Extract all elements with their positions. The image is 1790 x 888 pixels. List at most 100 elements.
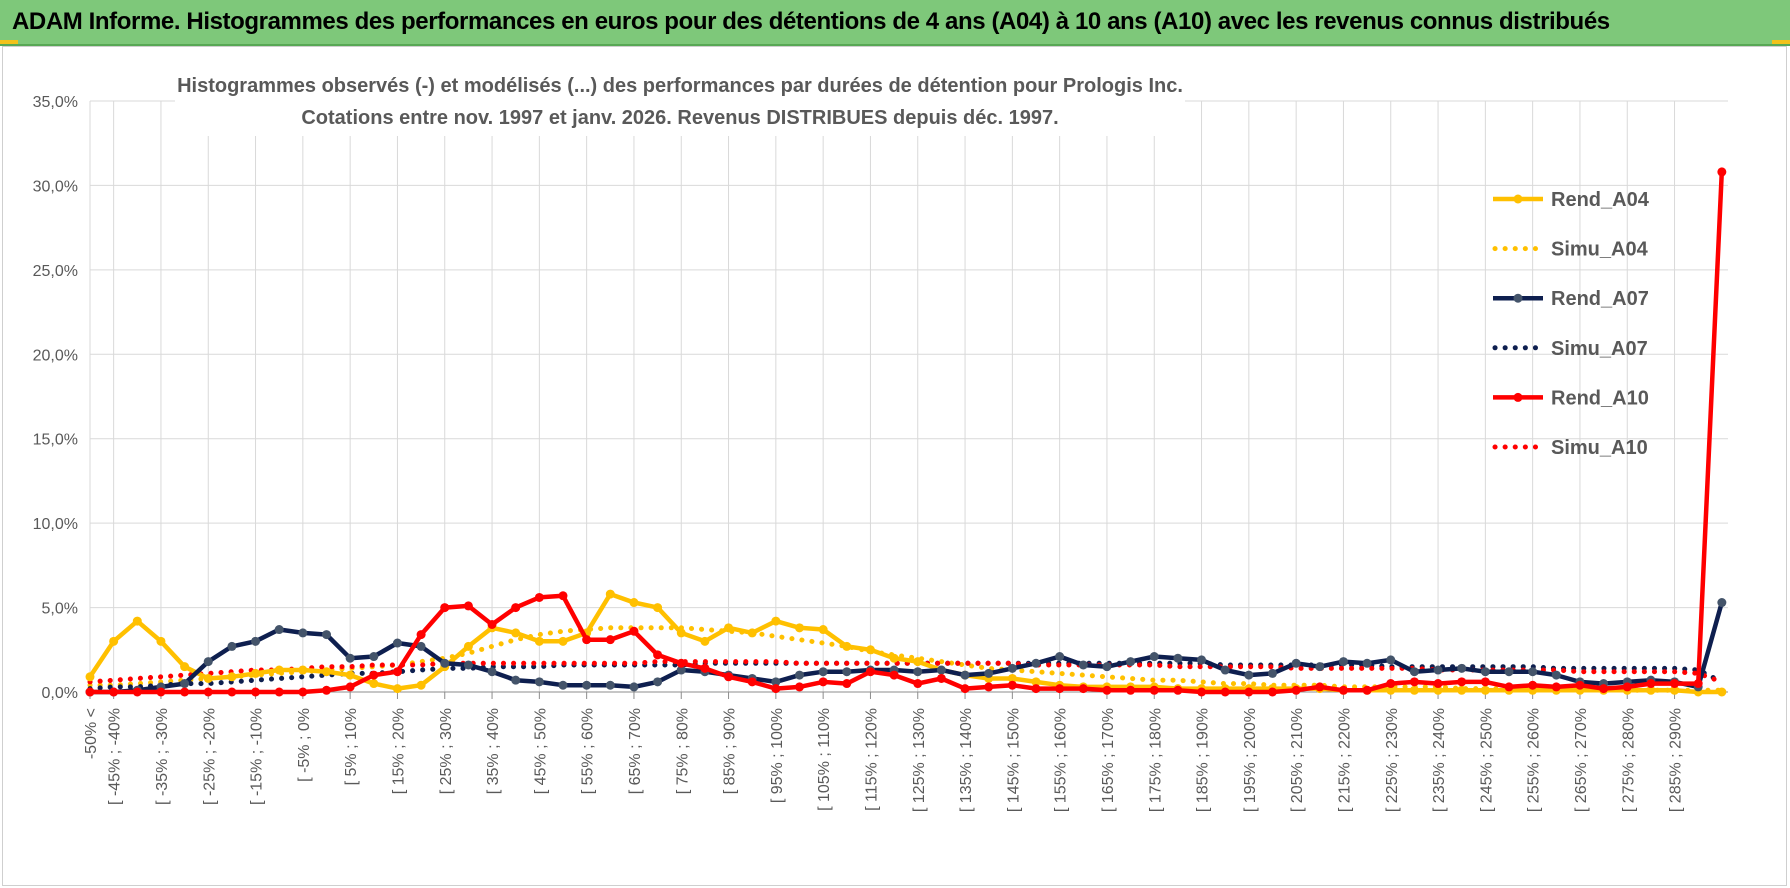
- data-point: [1102, 662, 1112, 672]
- legend-label: Rend_A04: [1551, 189, 1650, 211]
- data-point: [558, 636, 568, 646]
- data-point: [85, 672, 95, 682]
- data-point: [487, 619, 497, 629]
- data-point: [1551, 682, 1561, 692]
- x-tick-label: [ 235% ; 240%: [1431, 708, 1448, 812]
- data-point: [345, 653, 355, 663]
- x-tick-label: [ 105% ; 110%: [816, 708, 833, 811]
- data-point: [1031, 684, 1041, 694]
- data-point: [960, 670, 970, 680]
- data-point: [605, 589, 615, 599]
- data-point: [605, 635, 615, 645]
- data-point: [653, 603, 663, 613]
- data-point: [842, 679, 852, 689]
- report-banner: ADAM Informe. Histogrammes des performan…: [0, 0, 1790, 46]
- x-tick-label: [ 245% ; 250%: [1478, 708, 1495, 812]
- x-tick-label: [ 265% ; 270%: [1573, 708, 1590, 812]
- legend-label: Simu_A07: [1551, 338, 1648, 360]
- data-point: [842, 667, 852, 677]
- legend-marker: [1513, 194, 1523, 204]
- data-point: [1457, 663, 1467, 673]
- data-point: [818, 677, 828, 687]
- x-tick-label: [ 155% ; 160%: [1053, 708, 1070, 812]
- data-point: [913, 679, 923, 689]
- data-point: [392, 638, 402, 648]
- data-point: [1173, 685, 1183, 695]
- data-point: [889, 670, 899, 680]
- legend: Rend_A04 Simu_A04 Rend_A07 Simu_A07 Rend_A10…: [1492, 189, 1650, 459]
- data-point: [1291, 685, 1301, 695]
- data-point: [700, 636, 710, 646]
- data-point: [1102, 685, 1112, 695]
- data-point: [1244, 687, 1254, 697]
- data-point: [1670, 679, 1680, 689]
- data-point: [416, 641, 426, 651]
- data-point: [1315, 662, 1325, 672]
- data-point: [1504, 682, 1514, 692]
- data-point: [227, 687, 237, 697]
- data-point: [1291, 658, 1301, 668]
- data-point: [582, 680, 592, 690]
- legend-item: Rend_A04: [1493, 189, 1650, 211]
- data-point: [582, 635, 592, 645]
- data-point: [156, 636, 166, 646]
- data-point: [274, 665, 284, 675]
- x-tick-label: [ 275% ; 280%: [1620, 708, 1637, 812]
- data-point: [1409, 685, 1419, 695]
- data-point: [109, 636, 119, 646]
- data-point: [203, 673, 213, 683]
- y-tick-label: 35,0%: [33, 94, 78, 111]
- data-point: [1078, 684, 1088, 694]
- data-point: [322, 667, 331, 677]
- series-simu-a07: [87, 660, 1725, 692]
- data-point: [842, 641, 852, 651]
- legend-item: Simu_A07: [1492, 338, 1648, 360]
- data-point: [1031, 677, 1041, 687]
- data-point: [1007, 680, 1017, 690]
- data-point: [1149, 685, 1159, 695]
- x-tick-label: [ 45% ; 50%: [532, 708, 549, 794]
- data-point: [913, 657, 923, 667]
- data-point: [629, 598, 639, 608]
- data-point: [1717, 167, 1727, 177]
- legend-label: Rend_A10: [1551, 387, 1649, 409]
- data-point: [1480, 667, 1490, 677]
- data-point: [676, 658, 686, 668]
- data-point: [960, 684, 970, 694]
- data-point: [1693, 679, 1703, 689]
- data-point: [156, 687, 166, 697]
- legend-item: Simu_A04: [1492, 239, 1649, 261]
- data-point: [771, 616, 781, 626]
- data-point: [1007, 673, 1017, 683]
- x-tick-label: [ -15% ; -10%: [249, 708, 266, 805]
- data-point: [1717, 687, 1727, 697]
- x-tick-label: [ 5% ; 10%: [343, 708, 360, 785]
- x-tick-label: [ 205% ; 210%: [1289, 708, 1306, 812]
- data-point: [653, 677, 663, 687]
- x-tick-label: [ 35% ; 40%: [485, 708, 502, 794]
- data-point: [180, 679, 190, 689]
- x-tick-label: [ 255% ; 260%: [1526, 708, 1543, 812]
- data-point: [913, 667, 923, 677]
- data-point: [1551, 670, 1561, 680]
- data-point: [511, 675, 521, 685]
- data-point: [1670, 685, 1680, 695]
- y-tick-label: 30,0%: [33, 178, 78, 195]
- data-point: [1315, 682, 1325, 692]
- data-point: [1528, 680, 1538, 690]
- y-tick-label: 25,0%: [33, 263, 78, 280]
- data-point: [1386, 679, 1396, 689]
- data-point: [1197, 687, 1207, 697]
- data-point: [1338, 685, 1348, 695]
- data-point: [1599, 684, 1609, 694]
- data-point: [369, 670, 379, 680]
- legend-label: Simu_A10: [1551, 437, 1648, 459]
- data-point: [984, 668, 994, 678]
- x-tick-label: [ -35% ; -30%: [154, 708, 171, 805]
- data-point: [629, 626, 639, 636]
- x-tick-label: [ 175% ; 180%: [1147, 708, 1164, 812]
- x-tick-label: -50% <: [83, 708, 100, 759]
- data-point: [795, 670, 804, 680]
- x-tick-label: [ 95% ; 100%: [769, 708, 786, 803]
